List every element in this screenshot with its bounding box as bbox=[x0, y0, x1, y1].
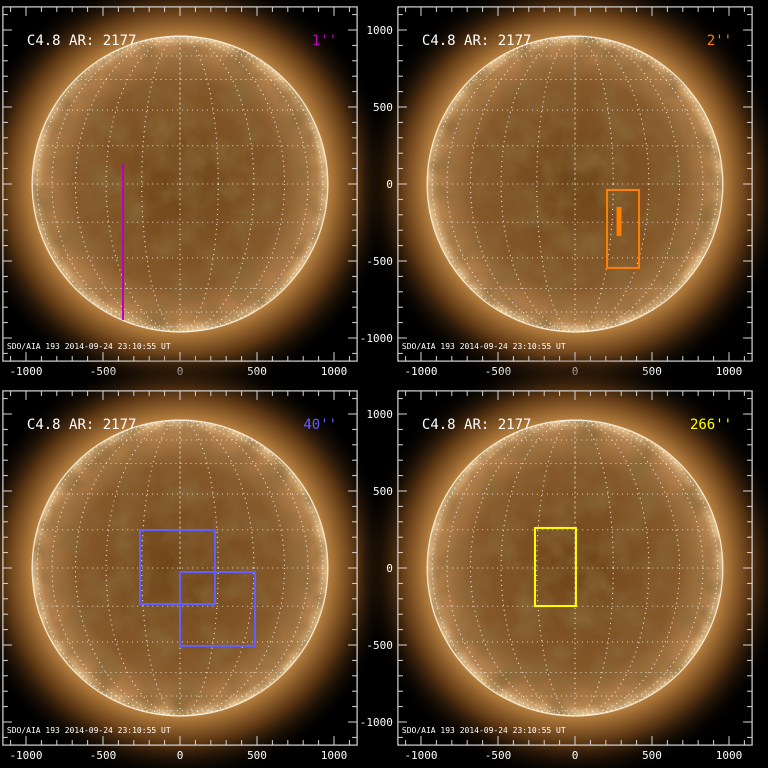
x-tick-label: -500 bbox=[90, 749, 117, 762]
x-tick-label: 0 bbox=[572, 749, 579, 762]
longitude-line bbox=[141, 419, 219, 717]
heliographic-grid bbox=[32, 35, 328, 333]
panel-1: -1000-5000500100010005000-500-1000SDO/AI… bbox=[0, 0, 395, 399]
panel-2: -1000-5000500100010005000-500-1000SDO/AI… bbox=[360, 0, 768, 399]
field-of-view-box bbox=[138, 528, 216, 606]
panel-title: C4.8 AR: 2177 bbox=[27, 33, 137, 49]
longitude-line bbox=[141, 35, 219, 333]
x-tick-label: 1000 bbox=[321, 749, 348, 762]
x-tick-label: 500 bbox=[247, 749, 267, 762]
y-tick-label: -1000 bbox=[360, 332, 393, 345]
instrument-label: SDO/AIA 193 2014-09-24 23:10:55 UT bbox=[7, 342, 171, 351]
longitude-line bbox=[469, 419, 681, 717]
longitude-line bbox=[74, 419, 286, 717]
heliographic-grid bbox=[427, 35, 723, 333]
panel-4: -1000 -500 0 500 1000 1000 500 0 -500 -1000 SDO/AI… bbox=[360, 353, 768, 768]
longitude-line bbox=[105, 35, 255, 333]
y-tick-label: -500 bbox=[366, 255, 393, 268]
x-tick-label: 1000 bbox=[716, 749, 743, 762]
y-tick-label: -1000 bbox=[360, 716, 393, 729]
panel-3: -1000 -500 0 500 1000 1000 500 0 -500 -1000 SDO/AI… bbox=[0, 353, 395, 768]
panel-label: 266'' bbox=[690, 417, 732, 433]
longitude-line bbox=[500, 419, 650, 717]
instrument-label: SDO/AIA 193 2014-09-24 23:10:55 UT bbox=[402, 726, 566, 735]
longitude-line bbox=[469, 35, 681, 333]
longitude-line bbox=[500, 35, 650, 333]
y-tick-label: 500 bbox=[373, 101, 393, 114]
y-tick-label: 0 bbox=[386, 178, 393, 191]
y-tick-label: -500 bbox=[366, 639, 393, 652]
x-tick-label: -1000 bbox=[404, 749, 437, 762]
y-tick-label: 0 bbox=[386, 562, 393, 575]
panel-title: C4.8 AR: 2177 bbox=[422, 33, 532, 49]
x-tick-label: 500 bbox=[642, 749, 662, 762]
heliographic-grid bbox=[32, 419, 328, 717]
x-tick-label: 1000 bbox=[321, 365, 348, 378]
longitude-line bbox=[536, 35, 614, 333]
panel-label: 1'' bbox=[312, 33, 337, 49]
panel-title: C4.8 AR: 2177 bbox=[422, 417, 532, 433]
x-tick-label: -1000 bbox=[404, 365, 437, 378]
field-of-view-box bbox=[533, 526, 577, 608]
y-tick-label: 500 bbox=[373, 485, 393, 498]
panel-label: 2'' bbox=[707, 33, 732, 49]
instrument-label: SDO/AIA 193 2014-09-24 23:10:55 UT bbox=[7, 726, 171, 735]
instrument-label: SDO/AIA 193 2014-09-24 23:10:55 UT bbox=[402, 342, 566, 351]
panel-label: 40'' bbox=[303, 417, 337, 433]
longitude-line bbox=[536, 419, 614, 717]
y-tick-label: 1000 bbox=[366, 24, 393, 37]
panel-title: C4.8 AR: 2177 bbox=[27, 417, 137, 433]
longitude-line bbox=[105, 419, 255, 717]
x-tick-label: 0 bbox=[177, 749, 184, 762]
x-tick-label: -1000 bbox=[9, 749, 42, 762]
field-of-view-box bbox=[179, 571, 256, 647]
x-tick-label: 1000 bbox=[716, 365, 743, 378]
x-tick-label: -1000 bbox=[9, 365, 42, 378]
y-tick-label: 1000 bbox=[366, 408, 393, 421]
longitude-line bbox=[74, 35, 286, 333]
x-tick-label: -500 bbox=[485, 749, 512, 762]
field-of-view-box bbox=[606, 189, 641, 269]
